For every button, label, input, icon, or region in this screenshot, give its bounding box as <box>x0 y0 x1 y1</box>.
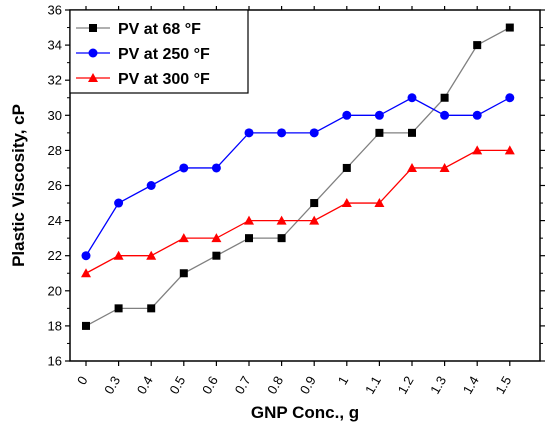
circle-marker <box>244 128 254 138</box>
circle-marker <box>342 110 352 120</box>
circle-marker <box>146 181 156 190</box>
y-axis-title: Plastic Viscosity, cP <box>9 104 28 267</box>
triangle-marker <box>439 162 450 172</box>
series-layer <box>81 23 515 330</box>
legend: PV at 68 °F PV at 250 °F PV at 300 °F <box>69 9 249 94</box>
square-marker <box>408 128 416 137</box>
square-marker <box>310 199 319 208</box>
triangle-marker <box>81 268 91 278</box>
square-marker <box>277 234 286 243</box>
square-marker <box>375 128 384 137</box>
circle-marker <box>407 93 417 103</box>
square-marker <box>342 163 351 172</box>
y-tick-label: 32 <box>48 73 62 88</box>
triangle-marker <box>374 198 385 208</box>
x-tick-label: 1.5 <box>492 373 514 396</box>
x-tick-label: 0.5 <box>166 373 188 396</box>
y-tick-label: 26 <box>48 178 62 193</box>
square-marker <box>147 304 156 313</box>
triangle-marker <box>88 73 98 82</box>
y-axis: 16 18 20 22 24 26 28 30 32 34 36 <box>48 3 545 369</box>
square-marker <box>473 41 482 50</box>
circle-marker <box>211 163 221 173</box>
square-marker <box>82 321 90 330</box>
series-line <box>85 149 510 274</box>
circle-marker <box>88 48 98 58</box>
square-marker <box>114 304 123 313</box>
x-tick-label: 1 <box>335 373 352 387</box>
square-marker <box>440 93 449 102</box>
x-tick-label: 0 <box>74 373 91 387</box>
x-tick-label: 0.6 <box>199 373 221 396</box>
square-marker <box>212 251 221 260</box>
triangle-marker <box>178 233 189 243</box>
triangle-marker <box>211 233 222 243</box>
triangle-marker <box>244 215 254 225</box>
triangle-marker <box>407 162 417 172</box>
x-tick-label: 1.3 <box>427 373 449 396</box>
x-tick-label: 0.3 <box>101 373 123 396</box>
series-triangle <box>81 145 515 278</box>
x-tick-label: 0.8 <box>264 373 286 396</box>
circle-marker <box>309 128 319 138</box>
x-tick-label: 1.2 <box>395 373 417 396</box>
triangle-marker <box>309 215 320 225</box>
x-tick-label: 1.1 <box>362 373 384 396</box>
y-tick-label: 20 <box>48 283 62 298</box>
triangle-marker <box>113 250 124 260</box>
circle-marker <box>179 163 189 173</box>
legend-label: PV at 68 °F <box>118 21 201 38</box>
square-marker <box>245 234 253 243</box>
y-tick-label: 36 <box>48 3 62 18</box>
circle-marker <box>277 128 287 138</box>
x-axis-title: GNP Conc., g <box>251 403 359 422</box>
x-tick-label: 0.9 <box>297 373 319 396</box>
square-marker <box>89 24 97 32</box>
circle-marker <box>114 198 124 208</box>
legend-label: PV at 300 °F <box>118 71 210 88</box>
circle-marker <box>472 110 482 120</box>
legend-box <box>69 9 249 94</box>
y-tick-label: 30 <box>48 108 62 123</box>
y-tick-label: 24 <box>48 213 62 228</box>
y-tick-label: 34 <box>48 38 62 53</box>
y-tick-label: 28 <box>48 143 62 158</box>
triangle-marker <box>341 198 352 208</box>
triangle-marker <box>276 215 287 225</box>
x-tick-label: 1.4 <box>460 373 482 396</box>
circle-marker <box>374 110 384 120</box>
y-tick-label: 18 <box>48 318 62 333</box>
x-tick-label: 0.4 <box>134 373 156 396</box>
circle-marker <box>81 251 91 261</box>
triangle-marker <box>472 145 483 155</box>
square-marker <box>505 23 514 32</box>
triangle-marker <box>504 145 515 155</box>
y-tick-label: 22 <box>48 248 62 263</box>
x-tick-label: 0.7 <box>232 373 254 396</box>
circle-marker <box>505 93 515 103</box>
series-line <box>85 97 511 257</box>
circle-marker <box>440 110 450 120</box>
series-circle <box>81 93 515 261</box>
triangle-marker <box>146 250 157 260</box>
square-marker <box>179 269 188 278</box>
legend-label: PV at 250 °F <box>118 46 210 63</box>
y-tick-label: 16 <box>48 354 62 369</box>
